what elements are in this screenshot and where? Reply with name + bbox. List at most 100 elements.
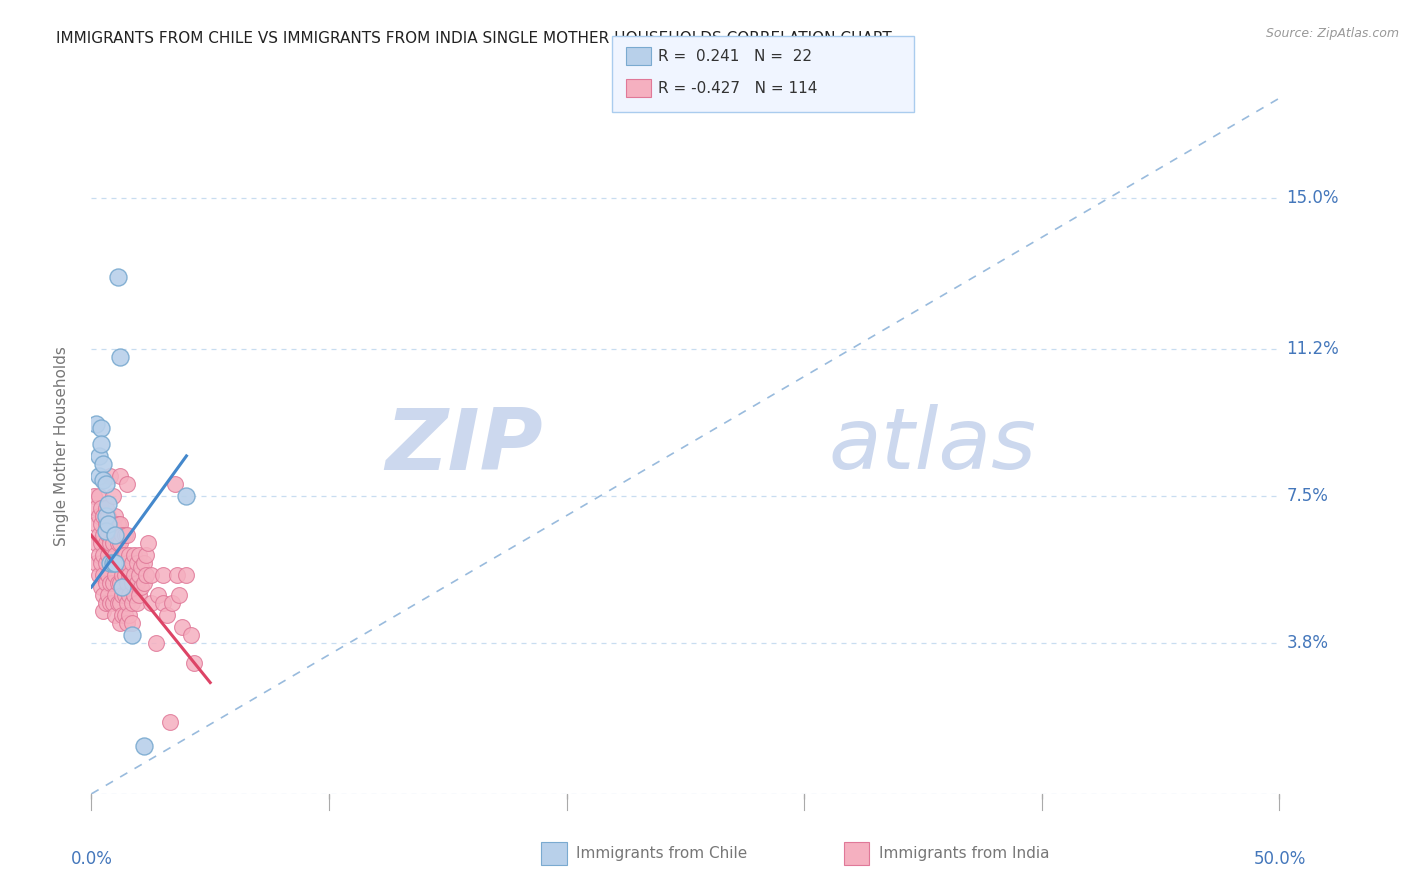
Point	[114, 607, 136, 622]
Point	[163, 476, 186, 491]
Point	[108, 596, 131, 610]
Point	[135, 568, 157, 582]
Point	[84, 556, 107, 570]
Point	[125, 596, 148, 610]
Point	[170, 620, 193, 634]
Point	[84, 417, 107, 431]
Point	[104, 528, 127, 542]
Text: 11.2%: 11.2%	[1286, 340, 1340, 358]
Point	[122, 568, 145, 582]
Point	[104, 528, 127, 542]
Point	[91, 473, 114, 487]
Point	[87, 508, 110, 523]
Point	[83, 489, 105, 503]
Point	[87, 489, 110, 503]
Point	[125, 556, 148, 570]
Text: Source: ZipAtlas.com: Source: ZipAtlas.com	[1265, 27, 1399, 40]
Point	[87, 449, 110, 463]
Text: 50.0%: 50.0%	[1253, 849, 1306, 868]
Point	[90, 516, 112, 531]
Point	[132, 556, 155, 570]
Point	[122, 549, 145, 563]
Point	[90, 421, 112, 435]
Point	[114, 588, 136, 602]
Point	[90, 580, 112, 594]
Point	[90, 437, 112, 451]
Point	[107, 596, 129, 610]
Point	[166, 568, 188, 582]
Point	[129, 580, 152, 594]
Point	[101, 536, 124, 550]
Text: R =  0.241   N =  22: R = 0.241 N = 22	[658, 49, 813, 63]
Point	[132, 739, 155, 754]
Point	[91, 457, 114, 471]
Text: Single Mother Households: Single Mother Households	[55, 346, 69, 546]
Point	[97, 497, 120, 511]
Text: 7.5%: 7.5%	[1286, 487, 1329, 505]
Point	[111, 549, 134, 563]
Point	[97, 549, 120, 563]
Point	[94, 476, 117, 491]
Text: R = -0.427   N = 114: R = -0.427 N = 114	[658, 81, 817, 95]
Point	[104, 607, 127, 622]
Point	[101, 556, 124, 570]
Point	[121, 556, 143, 570]
Point	[111, 580, 134, 594]
Point	[104, 556, 127, 570]
Point	[94, 536, 117, 550]
Point	[107, 576, 129, 591]
Point	[156, 607, 179, 622]
Point	[115, 596, 138, 610]
Point	[91, 604, 114, 618]
Point	[128, 549, 150, 563]
Point	[97, 508, 120, 523]
Point	[101, 516, 124, 531]
Point	[100, 556, 122, 570]
Text: ZIP: ZIP	[385, 404, 543, 488]
Point	[104, 568, 127, 582]
Point	[135, 549, 157, 563]
Point	[97, 588, 120, 602]
Point	[115, 528, 138, 542]
Point	[100, 556, 122, 570]
Point	[111, 588, 134, 602]
Point	[97, 528, 120, 542]
Point	[114, 528, 136, 542]
Point	[122, 588, 145, 602]
Point	[101, 596, 124, 610]
Point	[121, 615, 143, 630]
Point	[87, 528, 110, 542]
Point	[108, 536, 131, 550]
Point	[100, 468, 122, 483]
Point	[94, 524, 117, 539]
Point	[111, 568, 134, 582]
Point	[108, 576, 131, 591]
Point	[115, 615, 138, 630]
Point	[111, 528, 134, 542]
Point	[84, 516, 107, 531]
Point	[90, 500, 112, 515]
Text: 0.0%: 0.0%	[70, 849, 112, 868]
Point	[159, 715, 181, 730]
Point	[180, 628, 202, 642]
Point	[101, 489, 124, 503]
Text: Immigrants from Chile: Immigrants from Chile	[576, 847, 748, 861]
Point	[115, 576, 138, 591]
Point	[94, 556, 117, 570]
Point	[101, 556, 124, 570]
Point	[125, 576, 148, 591]
Point	[101, 576, 124, 591]
Point	[108, 516, 131, 531]
Point	[100, 516, 122, 531]
Point	[118, 588, 141, 602]
Point	[87, 549, 110, 563]
Point	[145, 636, 167, 650]
Point	[107, 516, 129, 531]
Point	[84, 500, 107, 515]
Point	[91, 568, 114, 582]
Point	[91, 549, 114, 563]
Point	[107, 556, 129, 570]
Point	[115, 556, 138, 570]
Point	[94, 516, 117, 531]
Point	[84, 536, 107, 550]
